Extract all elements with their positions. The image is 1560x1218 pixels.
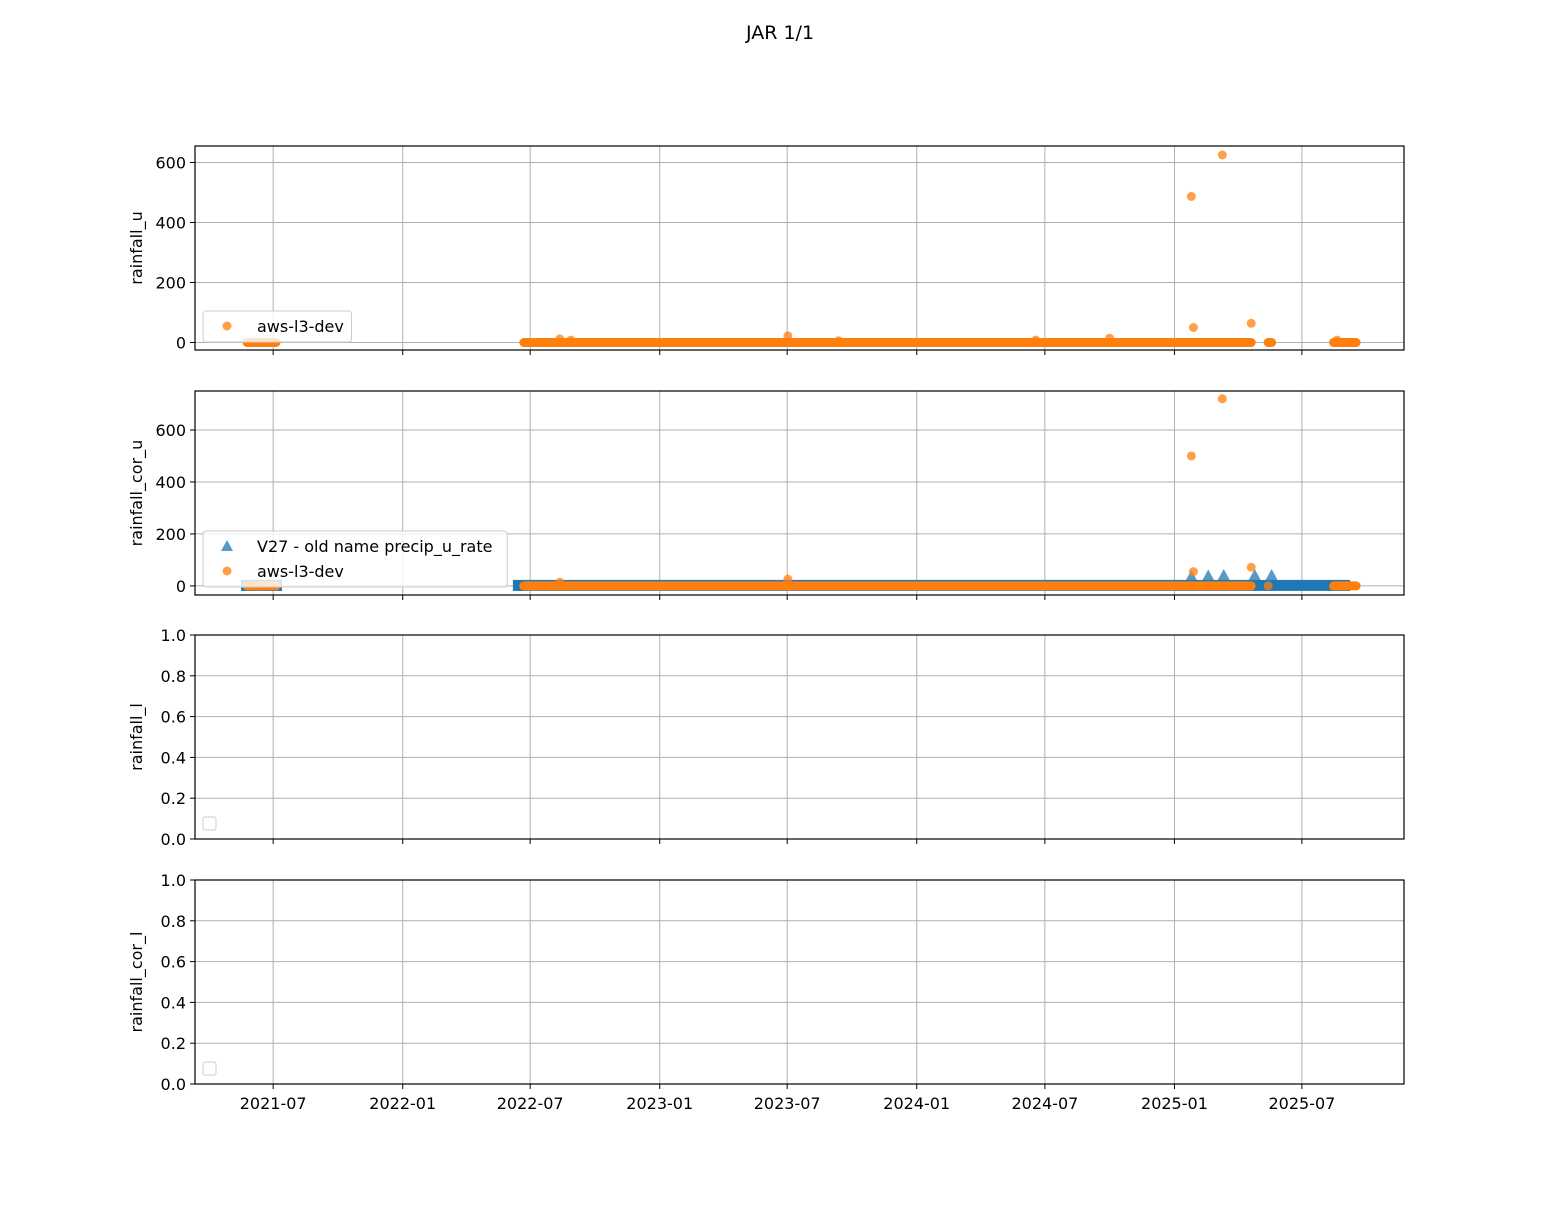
legend-label: V27 - old name precip_u_rate [257,537,492,557]
x-tick-label: 2022-01 [369,1094,436,1113]
data-band [519,338,1256,347]
axes-frame [194,390,1405,596]
data-band [1263,338,1277,347]
x-tick-label: 2025-07 [1268,1094,1335,1113]
subplot-3: 0.0 0.2 0.4 0.6 0.8 1.0 rainfall_l [127,626,1405,849]
y-tick-label: 600 [155,421,186,440]
legend-box [202,816,217,831]
data-point [555,577,565,587]
data-band [519,581,1256,591]
y-tick-label: 0.6 [161,953,186,972]
figure-title: JAR 1/1 [745,22,814,44]
legend: aws-l3-dev [202,310,352,343]
data-point [1217,150,1227,160]
x-tick-label: 2022-07 [497,1094,564,1113]
data-point [1202,569,1215,581]
y-tick-label: 600 [155,154,186,173]
y-axis-label: rainfall_u [127,211,147,284]
y-tick-label: 200 [155,525,186,544]
data-point [555,334,565,344]
legend-label: aws-l3-dev [257,317,344,336]
legend-marker [221,540,233,551]
legend-box [202,310,352,343]
data-point [1186,451,1196,461]
y-tick-label: 400 [155,214,186,233]
y-tick-label: 200 [155,274,186,293]
x-tick-label: 2024-07 [1011,1094,1078,1113]
data-point [1105,333,1115,343]
y-tick-label: 0.2 [161,1034,186,1053]
legend-box [202,530,508,588]
data-point [1248,568,1261,580]
data-band [1329,581,1361,591]
x-tick-label: 2023-07 [754,1094,821,1113]
legend-marker [222,321,232,331]
y-tick-label: 400 [155,473,186,492]
y-tick-label: 0.4 [161,748,186,767]
x-axis-labels: 2021-07 2022-01 2022-07 2023-01 2023-07 2024-… [240,1094,1336,1113]
series-aws-l3-dev [242,394,1361,591]
subplot-2: 0 200 400 600 rainfall_cor_u V27 - old name p… [127,390,1405,600]
y-tick-label: 0 [176,334,186,353]
x-tick-label: 2025-01 [1141,1094,1208,1113]
y-tick-label: 1.0 [161,871,186,890]
data-point [1332,335,1342,345]
x-tick-label: 2024-01 [883,1094,950,1113]
data-point [1265,568,1278,580]
y-tick-label: 0.4 [161,993,186,1012]
axes-frame [194,145,1405,351]
series-aws-l3-dev [242,150,1361,347]
y-tick-label: 0.6 [161,708,186,727]
data-point [1246,562,1256,572]
legend-marker [222,566,232,576]
legend [202,1061,217,1076]
axes-frame [194,634,1405,840]
data-point [783,574,793,584]
data-point [1031,335,1041,345]
y-axis-label: rainfall_cor_l [127,932,147,1033]
y-tick-label: 0.8 [161,667,186,686]
legend-box [202,1061,217,1076]
legend [202,816,217,831]
x-tick-label: 2023-01 [626,1094,693,1113]
data-point [1263,581,1273,591]
x-tick-label: 2021-07 [240,1094,307,1113]
data-point [1186,191,1196,201]
data-point [1188,323,1198,332]
data-point [1217,394,1227,404]
data-point [566,335,576,345]
data-point [1217,568,1230,580]
subplot-4: 0.0 0.2 0.4 0.6 0.8 1.0 rainfall_cor_l [127,871,1405,1094]
y-tick-label: 0 [176,577,186,596]
data-point [783,331,793,341]
y-axis-label: rainfall_l [127,703,147,771]
y-tick-label: 0.2 [161,789,186,808]
y-tick-label: 0.8 [161,912,186,931]
subplots: 0 200 400 600 rainfall_u aws-l3-dev 0 200 400 600… [127,145,1405,1113]
y-tick-label: 0.0 [161,830,186,849]
subplot-1: 0 200 400 600 rainfall_u aws-l3-dev [127,145,1405,355]
axes-frame [194,879,1405,1085]
legend: V27 - old name precip_u_rate aws-l3-dev [202,530,508,588]
legend-label: aws-l3-dev [257,562,344,581]
y-axis-label: rainfall_cor_u [127,440,147,547]
data-point [834,336,844,346]
y-tick-label: 0.0 [161,1075,186,1094]
data-point [1188,567,1198,577]
data-point [1246,318,1256,328]
y-tick-label: 1.0 [161,626,186,645]
